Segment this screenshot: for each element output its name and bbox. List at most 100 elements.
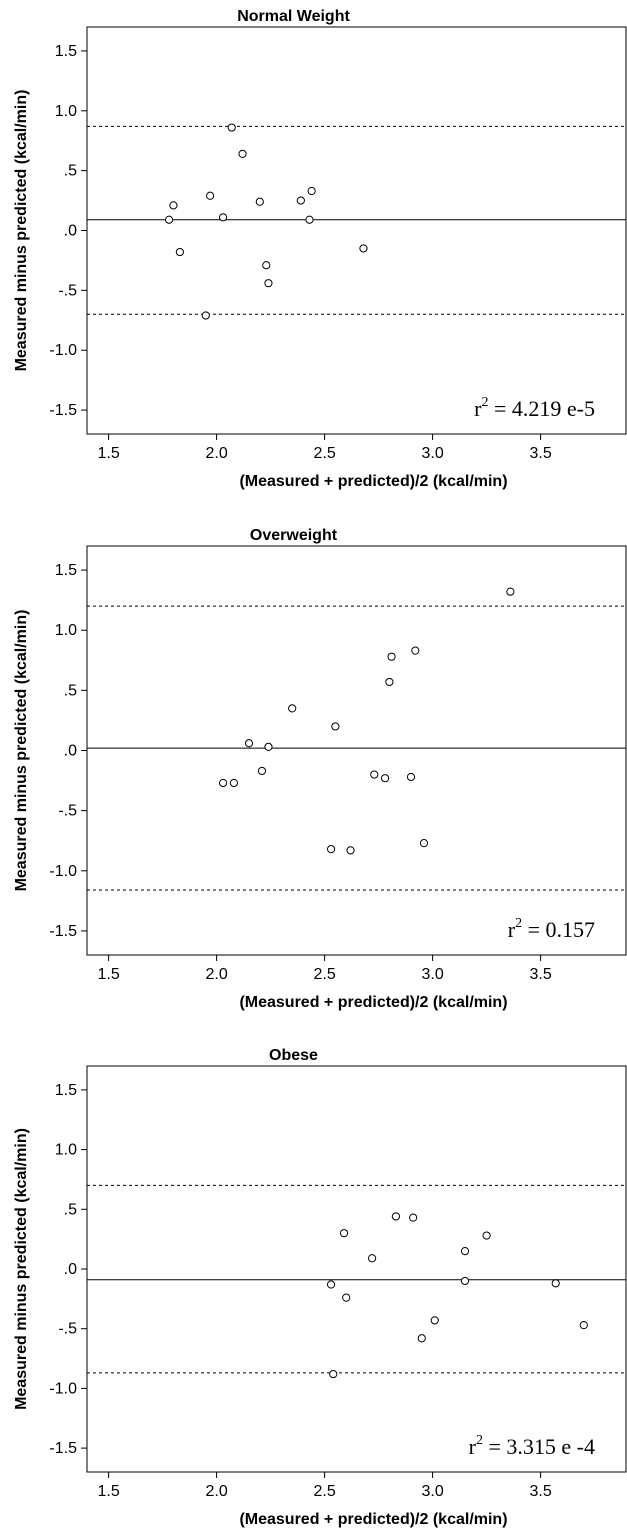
data-point bbox=[392, 1213, 399, 1220]
r-squared-value: = 4.219 e-5 bbox=[489, 396, 596, 421]
data-point bbox=[332, 723, 339, 730]
data-point bbox=[265, 280, 272, 287]
r-squared-sup: 2 bbox=[476, 1433, 483, 1448]
data-point bbox=[202, 312, 209, 319]
y-tick-label: .5 bbox=[64, 163, 77, 180]
data-point bbox=[165, 216, 172, 223]
data-point bbox=[410, 1214, 417, 1221]
x-tick-label: 2.0 bbox=[205, 445, 227, 462]
x-tick-label: 3.5 bbox=[529, 966, 551, 983]
data-point bbox=[580, 1322, 587, 1329]
y-tick-label: 1.0 bbox=[55, 622, 77, 639]
y-tick-label: -1.0 bbox=[49, 863, 77, 880]
data-point bbox=[297, 197, 304, 204]
data-point bbox=[327, 846, 334, 853]
r-squared-annotation: r2 = 4.219 e-5 bbox=[474, 395, 595, 421]
x-tick-label: 1.5 bbox=[97, 966, 119, 983]
x-tick-label: 3.5 bbox=[529, 1483, 551, 1500]
data-point bbox=[330, 1370, 337, 1377]
y-tick-label: .0 bbox=[64, 223, 77, 240]
y-tick-label: 1.5 bbox=[55, 562, 77, 579]
data-point bbox=[483, 1232, 490, 1239]
chart-title: Normal Weight bbox=[237, 8, 350, 25]
data-point bbox=[263, 262, 270, 269]
x-axis-label: (Measured + predicted)/2 (kcal/min) bbox=[239, 1511, 507, 1528]
data-point bbox=[420, 840, 427, 847]
r-squared-annotation: r2 = 3.315 e -4 bbox=[469, 1433, 595, 1459]
data-point bbox=[256, 198, 263, 205]
chart-title: Overweight bbox=[250, 527, 338, 544]
data-point bbox=[327, 1281, 334, 1288]
data-point bbox=[308, 187, 315, 194]
data-point bbox=[412, 647, 419, 654]
chart-title: Obese bbox=[269, 1047, 318, 1064]
x-tick-label: 2.0 bbox=[205, 1483, 227, 1500]
data-point bbox=[230, 779, 237, 786]
y-tick-label: .5 bbox=[64, 682, 77, 699]
data-point bbox=[340, 1230, 347, 1237]
data-point bbox=[258, 767, 265, 774]
data-point bbox=[170, 202, 177, 209]
data-point bbox=[461, 1247, 468, 1254]
data-point bbox=[388, 653, 395, 660]
y-tick-label: -1.5 bbox=[49, 923, 77, 940]
y-axis-label: Measured minus predicted (kcal/min) bbox=[13, 1128, 30, 1410]
r-squared-sup: 2 bbox=[515, 916, 522, 931]
y-axis-label: Measured minus predicted (kcal/min) bbox=[13, 610, 30, 892]
y-axis-label: Measured minus predicted (kcal/min) bbox=[13, 90, 30, 372]
data-point bbox=[386, 678, 393, 685]
x-tick-label: 3.0 bbox=[421, 966, 443, 983]
x-tick-label: 3.5 bbox=[529, 445, 551, 462]
data-point bbox=[219, 779, 226, 786]
x-axis-label: (Measured + predicted)/2 (kcal/min) bbox=[239, 473, 507, 490]
x-tick-label: 2.5 bbox=[313, 966, 335, 983]
data-point bbox=[369, 1255, 376, 1262]
data-point bbox=[306, 216, 313, 223]
data-point bbox=[228, 124, 235, 131]
data-point bbox=[207, 192, 214, 199]
chart-panel-0: Normal Weight 1.5 1.0 .5 .0 -.5 -1.0 -1.5 1.5 2.0… bbox=[13, 8, 626, 490]
y-tick-label: .0 bbox=[64, 743, 77, 760]
chart-panel-1: Overweight 1.5 1.0 .5 .0 -.5 -1.0 -1.5 1.5 2.0 2.5… bbox=[13, 527, 626, 1011]
data-point bbox=[552, 1280, 559, 1287]
data-point bbox=[381, 775, 388, 782]
x-tick-label: 3.0 bbox=[421, 445, 443, 462]
y-tick-label: .5 bbox=[64, 1201, 77, 1218]
y-tick-label: -1.0 bbox=[49, 1380, 77, 1397]
y-tick-label: -.5 bbox=[58, 803, 77, 820]
y-tick-label: -1.0 bbox=[49, 342, 77, 359]
data-point bbox=[289, 705, 296, 712]
y-tick-label: 1.0 bbox=[55, 103, 77, 120]
data-point bbox=[461, 1277, 468, 1284]
x-tick-label: 2.5 bbox=[313, 445, 335, 462]
x-tick-label: 3.0 bbox=[421, 1483, 443, 1500]
r-squared-value: = 0.157 bbox=[522, 917, 595, 942]
data-point bbox=[347, 847, 354, 854]
data-point bbox=[219, 214, 226, 221]
y-tick-label: -.5 bbox=[58, 1321, 77, 1338]
data-point bbox=[431, 1317, 438, 1324]
plot-frame bbox=[87, 27, 626, 434]
x-tick-label: 1.5 bbox=[97, 445, 119, 462]
y-tick-label: -1.5 bbox=[49, 402, 77, 419]
y-tick-label: 1.5 bbox=[55, 1082, 77, 1099]
data-point bbox=[418, 1335, 425, 1342]
r-squared-sup: 2 bbox=[482, 395, 489, 410]
y-tick-label: 1.5 bbox=[55, 43, 77, 60]
x-tick-label: 2.0 bbox=[205, 966, 227, 983]
x-axis-label: (Measured + predicted)/2 (kcal/min) bbox=[239, 994, 507, 1011]
x-tick-label: 1.5 bbox=[97, 1483, 119, 1500]
x-tick-label: 2.5 bbox=[313, 1483, 335, 1500]
plot-frame bbox=[87, 1066, 626, 1472]
y-tick-label: .0 bbox=[64, 1261, 77, 1278]
data-point bbox=[360, 245, 367, 252]
chart-panel-2: Obese 1.5 1.0 .5 .0 -.5 -1.0 -1.5 1.5 2.0 2.5 3.0 3.… bbox=[13, 1047, 626, 1528]
data-point bbox=[507, 588, 514, 595]
plot-frame bbox=[87, 546, 626, 955]
r-squared-annotation: r2 = 0.157 bbox=[508, 916, 595, 942]
r-squared-value: = 3.315 e -4 bbox=[483, 1434, 595, 1459]
y-tick-label: -1.5 bbox=[49, 1440, 77, 1457]
data-point bbox=[407, 773, 414, 780]
data-point bbox=[245, 740, 252, 747]
